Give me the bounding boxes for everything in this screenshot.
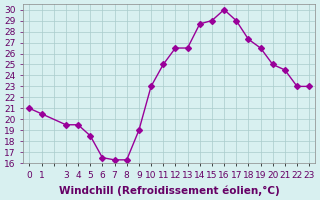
X-axis label: Windchill (Refroidissement éolien,°C): Windchill (Refroidissement éolien,°C) bbox=[59, 185, 280, 196]
